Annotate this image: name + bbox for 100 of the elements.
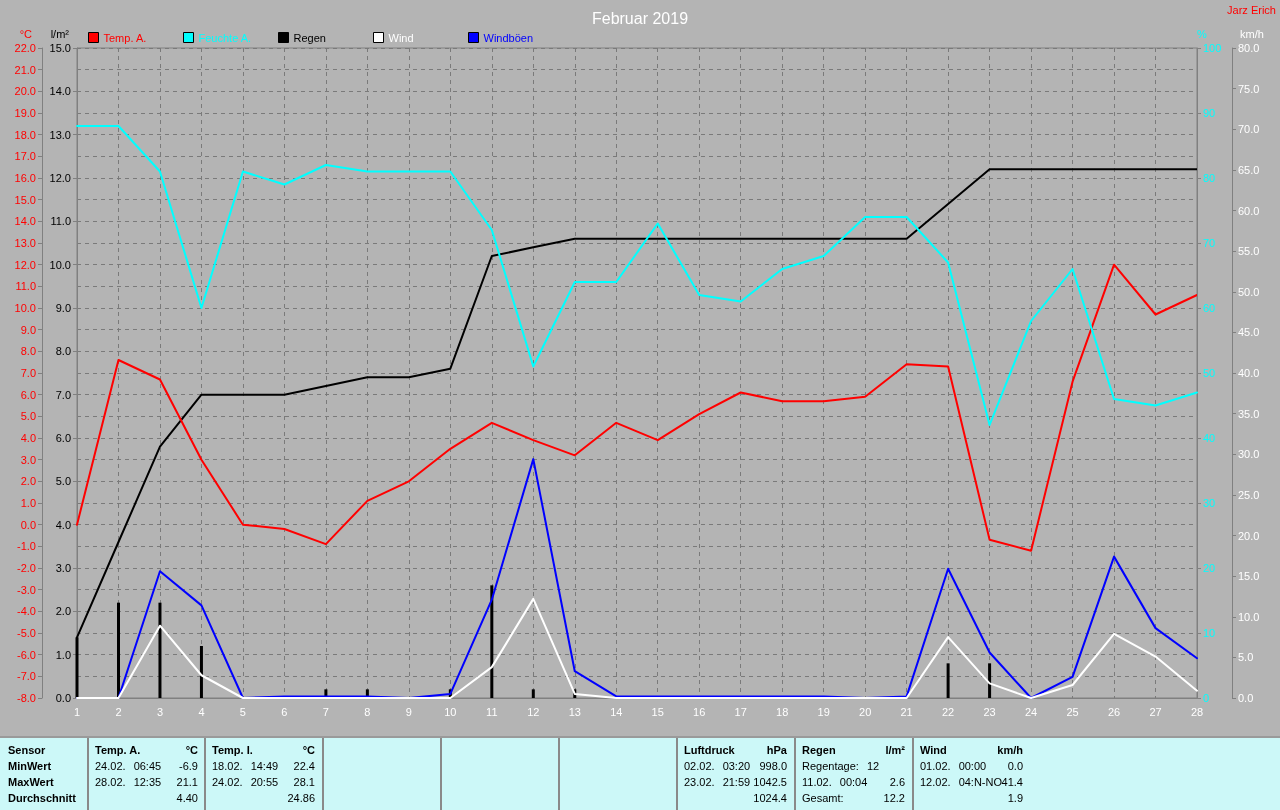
- y-tick-label: 13.0: [14, 237, 36, 249]
- text: 28.1: [293, 776, 315, 789]
- x-tick-label: 5: [239, 705, 246, 718]
- y2-tick-label: 10.0: [1238, 610, 1260, 623]
- text: 998.0: [759, 760, 787, 773]
- y2-tick-label: 50.0: [1238, 285, 1260, 298]
- text: 18.02. 14:49: [212, 760, 279, 773]
- y2-tick-label: 9.0: [55, 302, 71, 314]
- text: Regen: [802, 744, 836, 757]
- y2-tick-label: 14.0: [49, 85, 71, 98]
- y2-tick-label: 75.0: [1238, 82, 1260, 95]
- text: 1.9: [1007, 792, 1023, 805]
- y-tick-label: 22.0: [14, 42, 36, 54]
- text: 4.40: [176, 792, 198, 805]
- y2-tick-label: 35.0: [1238, 407, 1260, 420]
- text: MaxWert: [8, 776, 54, 789]
- y2-tick-label: 11.0: [50, 215, 71, 228]
- y-tick-label: 10.0: [14, 302, 36, 314]
- y2-tick-label: 65.0: [1238, 163, 1260, 176]
- y-tick-label: 10: [1203, 627, 1216, 639]
- y2-tick-label: 4.0: [55, 518, 71, 531]
- x-tick-label: 19: [817, 705, 830, 718]
- legend-label: Feuchte A.: [198, 31, 252, 44]
- x-tick-label: 20: [859, 705, 872, 718]
- text: 21.1: [176, 776, 198, 789]
- y2-tick-label: 10.0: [49, 258, 71, 271]
- text: Luftdruck: [684, 744, 735, 757]
- y2-tick-label: 45.0: [1238, 326, 1260, 339]
- text: Gesamt:: [802, 792, 844, 805]
- y-tick-label: 20.0: [14, 85, 36, 98]
- text: hPa: [766, 744, 787, 757]
- y2-tick-label: 0.0: [1238, 692, 1254, 704]
- x-tick-label: 11: [486, 705, 498, 718]
- y-tick-label: 1.0: [20, 497, 36, 509]
- text: 41.4: [1001, 776, 1023, 789]
- y2-tick-label: 12.0: [49, 172, 71, 184]
- text: Regentage: 12: [802, 760, 880, 773]
- x-tick-label: 18: [776, 705, 789, 718]
- y2-tick-label: 0.0: [55, 692, 71, 704]
- y2-tick-label: 5.0: [55, 475, 71, 488]
- y2-tick-label: 20.0: [1238, 529, 1260, 542]
- x-tick-label: 7: [322, 705, 329, 718]
- text: Durchschnitt: [8, 792, 76, 805]
- y-tick-label: 18.0: [14, 128, 36, 141]
- y-tick-label: -8.0: [17, 692, 36, 704]
- text: 22.4: [293, 760, 315, 773]
- x-tick-label: 25: [1066, 705, 1079, 718]
- y-tick-label: 5.0: [20, 410, 36, 423]
- y2-tick-label: 70.0: [1238, 123, 1260, 136]
- x-tick-label: 22: [941, 705, 955, 718]
- text: -6.9: [179, 760, 198, 773]
- y2-tick-label: 55.0: [1238, 245, 1260, 258]
- x-tick-label: 26: [1107, 705, 1121, 718]
- y2-tick-label: 40.0: [1238, 367, 1260, 379]
- y-tick-label: 100: [1203, 42, 1222, 54]
- y-tick-label: 30: [1203, 497, 1216, 509]
- y-tick-label: -3.0: [17, 583, 36, 596]
- y-tick-label: 6.0: [20, 388, 36, 401]
- y2-tick-label: 30.0: [1238, 448, 1260, 461]
- y2-tick-label: 2.0: [55, 605, 71, 618]
- y-tick-label: 3.0: [20, 453, 36, 466]
- y-tick-label: -5.0: [17, 627, 36, 639]
- x-tick-label: 16: [693, 705, 706, 718]
- text: Jarz Erich: [1227, 4, 1276, 17]
- y2-tick-label: 5.0: [1238, 651, 1254, 664]
- x-tick-label: 21: [900, 705, 913, 718]
- y-tick-label: 80: [1203, 172, 1216, 184]
- text: 01.02. 00:00: [920, 760, 987, 773]
- chart-title: Februar 2019: [591, 9, 689, 27]
- text: km/h: [997, 744, 1023, 757]
- y-tick-label: 12.0: [14, 258, 36, 271]
- text: 2.6: [889, 776, 905, 789]
- y-tick-label: -7.0: [17, 670, 36, 683]
- y2-tick-label: 6.0: [55, 432, 71, 444]
- x-tick-label: 2: [115, 705, 122, 718]
- text: Sensor: [8, 744, 46, 757]
- text: 12.02. 04:N-NO: [920, 776, 1003, 789]
- legend-label: Wind: [388, 31, 414, 44]
- text: 24.02. 20:55: [212, 776, 279, 789]
- y-tick-label: -6.0: [17, 648, 36, 661]
- y-tick-label: 19.0: [14, 107, 36, 119]
- x-tick-label: 15: [651, 705, 664, 718]
- y2-tick-label: 15.0: [49, 42, 71, 54]
- y-tick-label: 0: [1203, 692, 1210, 704]
- y-tick-label: 17.0: [14, 150, 36, 163]
- x-tick-label: 10: [444, 705, 457, 718]
- x-tick-label: 27: [1149, 705, 1162, 718]
- y-tick-label: -4.0: [17, 605, 36, 618]
- y-tick-label: 21.0: [14, 63, 36, 76]
- x-tick-label: 23: [983, 705, 996, 718]
- text: 23.02. 21:59: [684, 776, 751, 789]
- legend-label: Windböen: [483, 31, 534, 44]
- y-tick-label: 16.0: [14, 172, 36, 184]
- text: 11.02. 00:04: [802, 776, 868, 789]
- y-tick-label: 40: [1203, 432, 1216, 444]
- y2-tick-label: 7.0: [55, 388, 71, 401]
- y2-tick-label: 1.0: [55, 648, 71, 661]
- y-axis-title: °C: [19, 27, 33, 40]
- text: 28.02. 12:35: [95, 776, 162, 789]
- y2-tick-label: 13.0: [49, 128, 71, 141]
